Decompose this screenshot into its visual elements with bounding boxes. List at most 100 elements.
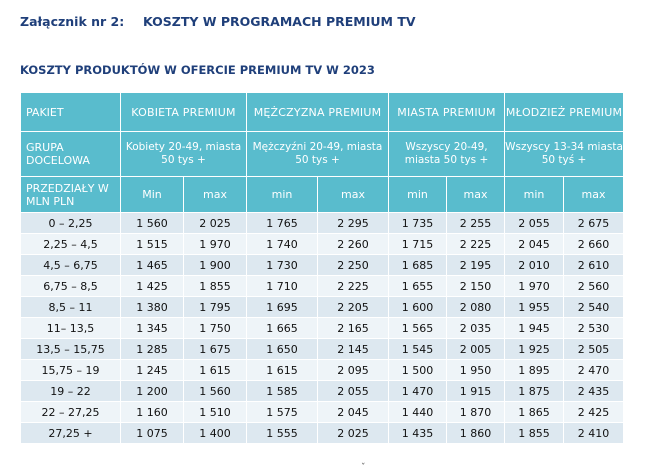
max-cost-cell: 2 610 bbox=[563, 254, 625, 276]
min-cost-cell: 1 425 bbox=[120, 275, 184, 297]
max-cost-cell: 2 205 bbox=[316, 296, 390, 318]
min-cost-cell: 1 970 bbox=[504, 275, 565, 297]
max-cost-cell: 2 225 bbox=[316, 275, 390, 297]
package-header: MIASTA PREMIUM bbox=[388, 92, 506, 132]
range-cell: 4,5 – 6,75 bbox=[20, 254, 121, 276]
max-cost-cell: 2 150 bbox=[446, 275, 506, 297]
range-cell: 2,25 – 4,5 bbox=[20, 233, 121, 255]
min-cost-cell: 1 435 bbox=[388, 422, 448, 444]
min-cost-cell: 1 740 bbox=[246, 233, 318, 255]
target-group: Mężczyźni 20-49, miasta 50 tys + bbox=[245, 131, 390, 177]
min-cost-cell: 1 895 bbox=[504, 359, 565, 381]
max-cost-cell: 2 470 bbox=[563, 359, 625, 381]
min-cost-cell: 1 765 bbox=[246, 212, 318, 234]
min-cost-cell: 1 925 bbox=[504, 338, 565, 360]
min-cost-cell: 1 160 bbox=[120, 401, 184, 423]
min-cost-cell: 1 575 bbox=[246, 401, 318, 423]
max-cost-cell: 2 435 bbox=[563, 380, 625, 402]
table-row: 27,25 +1 075 1 400 1 555 2 025 1 435 1 860 1 8… bbox=[20, 422, 625, 444]
max-cost-cell: 2 530 bbox=[563, 317, 625, 339]
max-cost-cell: 1 855 bbox=[183, 275, 247, 297]
column-min-header: min bbox=[246, 176, 318, 213]
max-cost-cell: 2 035 bbox=[446, 317, 506, 339]
min-cost-cell: 1 565 bbox=[388, 317, 448, 339]
min-cost-cell: 1 345 bbox=[120, 317, 184, 339]
min-cost-cell: 1 380 bbox=[120, 296, 184, 318]
corner-target-label: GRUPA DOCELOWA bbox=[20, 131, 121, 177]
max-cost-cell: 1 560 bbox=[183, 380, 247, 402]
table-row: 22 – 27,25 1 160 1 510 1 575 2 045 1 440 1 870… bbox=[20, 401, 625, 423]
min-cost-cell: 1 585 bbox=[246, 380, 318, 402]
target-group: Wszyscy 13-34 miasta 50 tyś + bbox=[504, 131, 625, 177]
column-max-header: max bbox=[446, 176, 506, 213]
table-row: 6,75 – 8,5 1 425 1 855 1 710 2 225 1 655 2 150… bbox=[20, 275, 625, 297]
max-cost-cell: 2 505 bbox=[563, 338, 625, 360]
table-row: 11– 13,5 1 345 1 750 1 665 2 165 1 565 2 035 1 … bbox=[20, 317, 625, 339]
table-row: 19 – 22 1 200 1 560 1 585 2 055 1 470 1 915 1 8… bbox=[20, 380, 625, 402]
max-cost-cell: 2 145 bbox=[316, 338, 390, 360]
annex-title: KOSZTY W PROGRAMACH PREMIUM TV bbox=[143, 14, 416, 29]
premium-tv-cost-table: PAKIET KOBIETA PREMIUM MĘŻCZYZNA PREMIUM… bbox=[20, 92, 625, 444]
min-cost-cell: 1 285 bbox=[120, 338, 184, 360]
max-cost-cell: 2 675 bbox=[563, 212, 625, 234]
max-cost-cell: 1 400 bbox=[183, 422, 247, 444]
table-row: 2,25 – 4,5 1 515 1 970 1 740 2 260 1 715 2 225… bbox=[20, 233, 625, 255]
range-cell: 19 – 22 bbox=[20, 380, 121, 402]
max-cost-cell: 2 080 bbox=[446, 296, 506, 318]
max-cost-cell: 1 510 bbox=[183, 401, 247, 423]
max-cost-cell: 1 860 bbox=[446, 422, 506, 444]
table-row: 15,75 – 19 1 245 1 615 1 615 2 095 1 500 1 950… bbox=[20, 359, 625, 381]
min-cost-cell: 1 650 bbox=[246, 338, 318, 360]
max-cost-cell: 1 750 bbox=[183, 317, 247, 339]
min-cost-cell: 1 470 bbox=[388, 380, 448, 402]
range-cell: 15,75 – 19 bbox=[20, 359, 121, 381]
max-cost-cell: 2 195 bbox=[446, 254, 506, 276]
column-max-header: max bbox=[183, 176, 247, 213]
package-header: KOBIETA PREMIUM bbox=[120, 92, 247, 132]
max-cost-cell: 1 970 bbox=[183, 233, 247, 255]
min-cost-cell: 1 665 bbox=[246, 317, 318, 339]
table-row: 13,5 – 15,75 1 285 1 675 1 650 2 145 1 545 2 0… bbox=[20, 338, 625, 360]
footer-mark: ˇ bbox=[361, 463, 366, 473]
min-cost-cell: 1 695 bbox=[246, 296, 318, 318]
column-max-header: max bbox=[316, 176, 390, 213]
column-min-header: Min bbox=[120, 176, 184, 213]
max-cost-cell: 1 950 bbox=[446, 359, 506, 381]
max-cost-cell: 2 410 bbox=[563, 422, 625, 444]
table-body: 0 – 2,25 1 560 2 025 1 765 2 295 1 735 2 255 2 … bbox=[20, 212, 625, 444]
min-cost-cell: 2 055 bbox=[504, 212, 565, 234]
max-cost-cell: 1 900 bbox=[183, 254, 247, 276]
package-header: MĘŻCZYZNA PREMIUM bbox=[245, 92, 390, 132]
min-cost-cell: 1 865 bbox=[504, 401, 565, 423]
max-cost-cell: 2 260 bbox=[316, 233, 390, 255]
max-cost-cell: 2 425 bbox=[563, 401, 625, 423]
max-cost-cell: 1 675 bbox=[183, 338, 247, 360]
range-cell: 6,75 – 8,5 bbox=[20, 275, 121, 297]
range-cell: 13,5 – 15,75 bbox=[20, 338, 121, 360]
range-cell: 0 – 2,25 bbox=[20, 212, 121, 234]
min-cost-cell: 1 655 bbox=[388, 275, 448, 297]
column-min-header: min bbox=[388, 176, 448, 213]
min-cost-cell: 2 010 bbox=[504, 254, 565, 276]
min-cost-cell: 1 245 bbox=[120, 359, 184, 381]
min-cost-cell: 1 955 bbox=[504, 296, 565, 318]
max-cost-cell: 2 025 bbox=[316, 422, 390, 444]
min-cost-cell: 1 855 bbox=[504, 422, 565, 444]
column-max-header: max bbox=[563, 176, 625, 213]
corner-range-label: PRZEDZIAŁY W MLN PLN bbox=[20, 176, 121, 213]
min-cost-cell: 1 710 bbox=[246, 275, 318, 297]
table-row: 8,5 – 11 1 380 1 795 1 695 2 205 1 600 2 080 1 … bbox=[20, 296, 625, 318]
max-cost-cell: 2 255 bbox=[446, 212, 506, 234]
min-cost-cell: 1 200 bbox=[120, 380, 184, 402]
min-cost-cell: 1 500 bbox=[388, 359, 448, 381]
range-cell: 8,5 – 11 bbox=[20, 296, 121, 318]
min-cost-cell: 1 730 bbox=[246, 254, 318, 276]
max-cost-cell: 2 560 bbox=[563, 275, 625, 297]
range-cell: 22 – 27,25 bbox=[20, 401, 121, 423]
min-cost-cell: 2 045 bbox=[504, 233, 565, 255]
min-cost-cell: 1 440 bbox=[388, 401, 448, 423]
min-cost-cell: 1 715 bbox=[388, 233, 448, 255]
min-cost-cell: 1 615 bbox=[246, 359, 318, 381]
min-cost-cell: 1 875 bbox=[504, 380, 565, 402]
min-cost-cell: 1 515 bbox=[120, 233, 184, 255]
